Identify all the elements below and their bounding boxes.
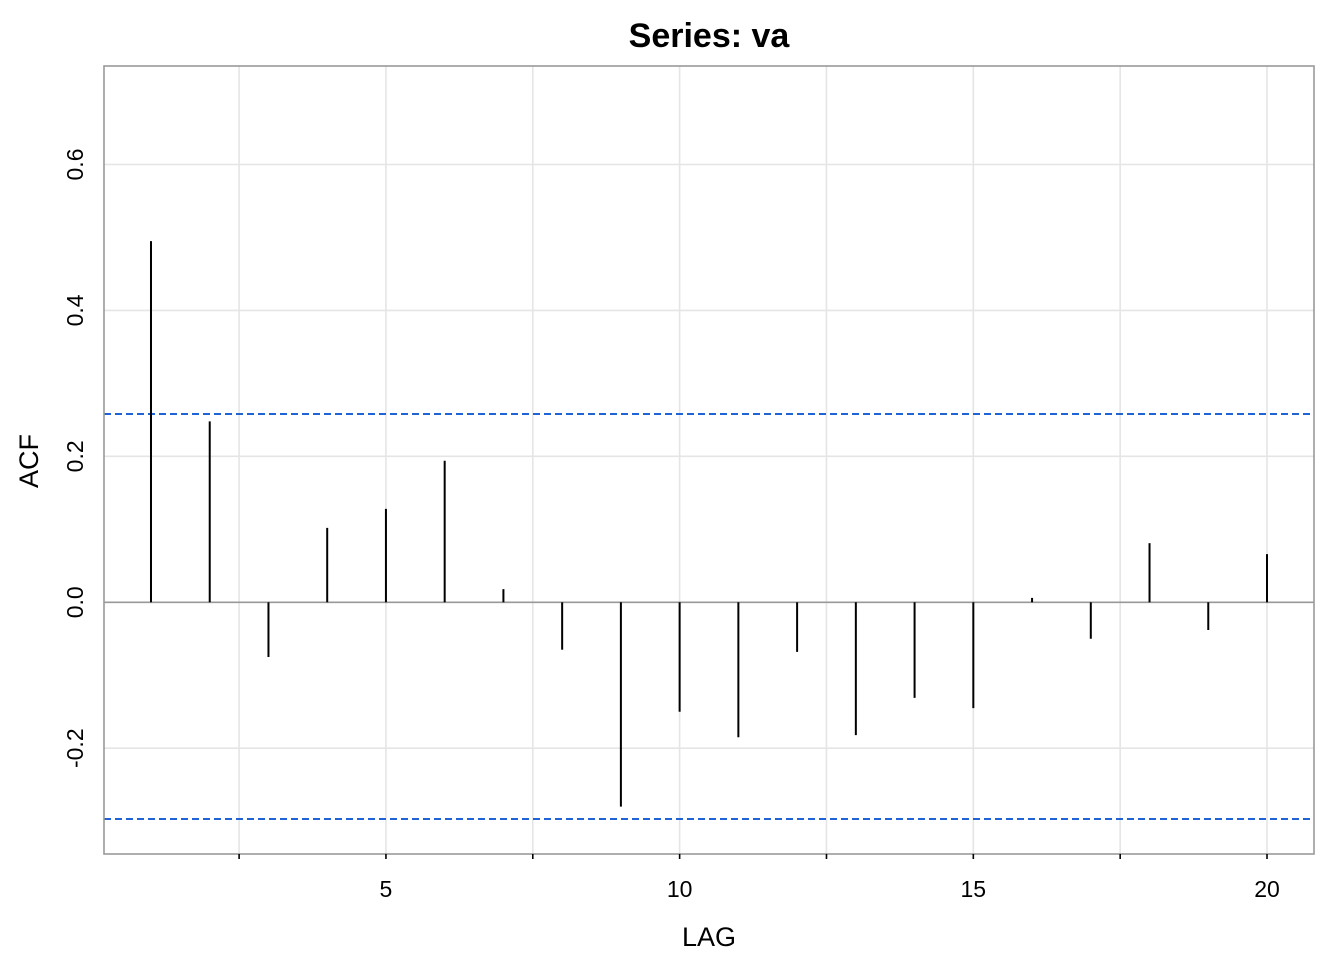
y-axis-label: ACF — [14, 434, 44, 488]
y-tick-label: 0.0 — [62, 586, 88, 618]
y-tick-label: 0.2 — [62, 440, 88, 472]
x-axis-ticks: 5 10 15 20 — [238, 854, 1280, 902]
x-tick-label: 5 — [380, 876, 393, 902]
grid-lines — [104, 66, 1314, 854]
x-axis-label: LAG — [682, 922, 736, 952]
y-axis-ticks: -0.2 0.0 0.2 0.4 0.6 — [62, 149, 88, 769]
y-tick-label: 0.6 — [62, 149, 88, 181]
plot-frame — [103, 65, 1315, 855]
x-tick-label: 20 — [1254, 876, 1280, 902]
confidence-bounds — [104, 413, 1314, 820]
y-tick-label: -0.2 — [62, 728, 88, 768]
acf-bars — [149, 241, 1269, 807]
x-tick-label: 15 — [961, 876, 987, 902]
x-tick-label: 10 — [667, 876, 693, 902]
y-tick-label: 0.4 — [62, 294, 88, 326]
chart-title: Series: va — [629, 17, 791, 55]
